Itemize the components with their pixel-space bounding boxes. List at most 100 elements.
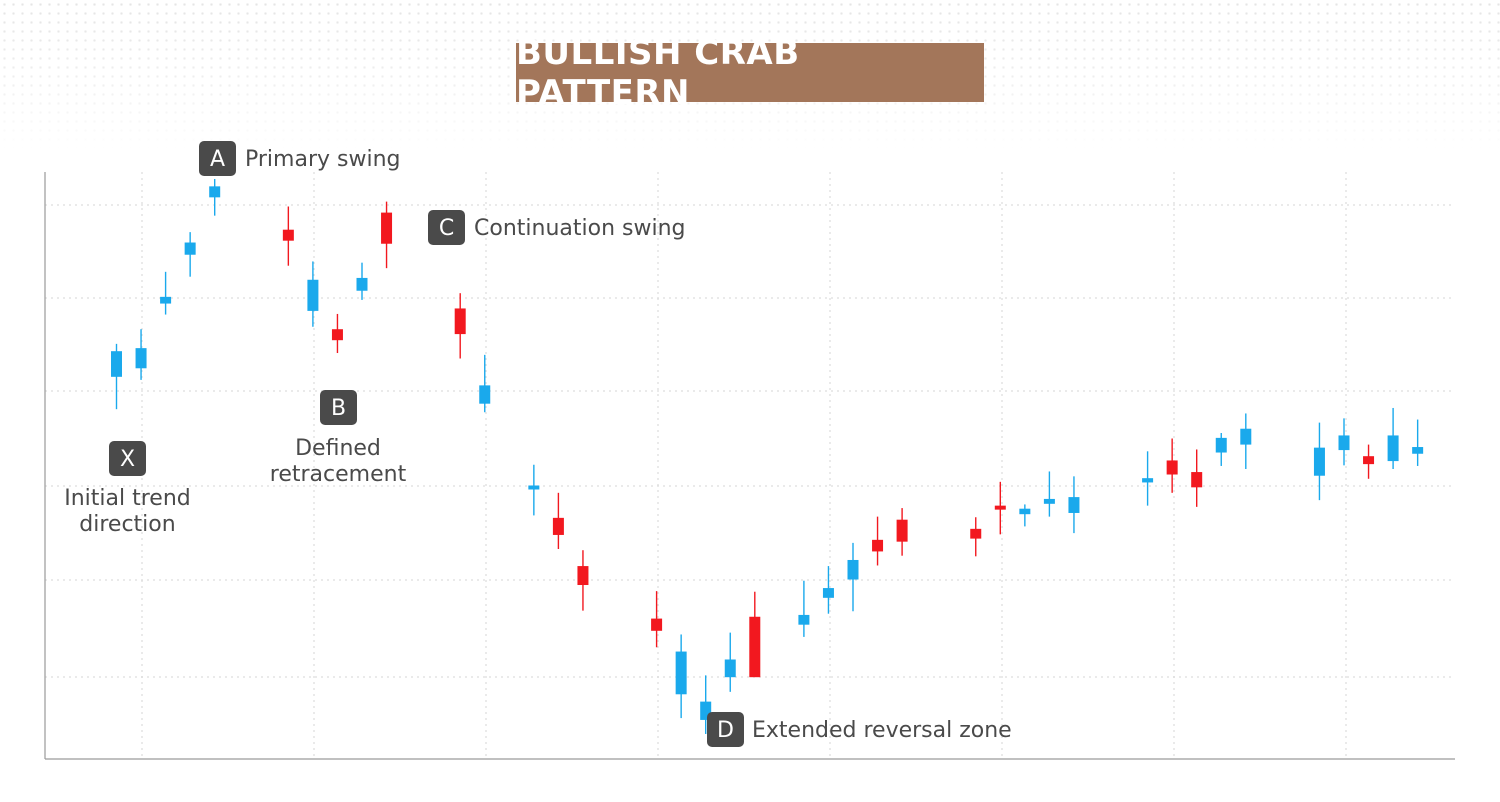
candle-bullish xyxy=(1142,451,1154,506)
candle-bearish xyxy=(872,516,884,566)
candle-body xyxy=(872,539,884,552)
candle-bullish xyxy=(1019,504,1031,527)
candle-body xyxy=(209,186,221,198)
label-c-badge xyxy=(428,210,465,245)
label-x: X Initial trend direction xyxy=(64,441,191,537)
candle-bullish xyxy=(160,271,172,315)
candle-body xyxy=(1387,435,1399,462)
candle-bearish xyxy=(454,293,466,359)
label-a-badge xyxy=(199,141,236,176)
candle-bearish xyxy=(896,508,908,556)
candle-bearish xyxy=(1166,438,1178,493)
label-x-letter: X xyxy=(120,447,135,472)
label-b-badge xyxy=(320,390,357,425)
candle-body xyxy=(184,242,196,255)
candle-body xyxy=(528,485,540,490)
label-b-line2: retracement xyxy=(270,462,407,487)
candle-body xyxy=(749,616,761,678)
label-d-letter: D xyxy=(717,718,734,743)
candle-body xyxy=(356,277,368,291)
candle-body xyxy=(970,528,982,539)
candle-bullish xyxy=(356,262,368,300)
candle-bullish xyxy=(798,580,810,637)
label-c-letter: C xyxy=(439,216,454,241)
candle-body xyxy=(1043,498,1055,504)
candle-body xyxy=(822,588,834,598)
candle-bullish xyxy=(724,632,736,692)
candle-body xyxy=(1412,447,1424,454)
label-b: B Defined retracement xyxy=(270,390,407,487)
candle-bullish xyxy=(675,634,687,719)
label-d-badge xyxy=(707,712,744,747)
candle-body xyxy=(847,559,859,580)
label-c: C Continuation swing xyxy=(428,210,685,245)
candle-bullish xyxy=(307,261,319,327)
candle-body xyxy=(577,566,589,586)
candle-body xyxy=(160,296,172,304)
candle-bullish xyxy=(1215,432,1227,466)
label-d: D Extended reversal zone xyxy=(707,712,1012,747)
label-x-line2: direction xyxy=(79,512,175,537)
candle-body xyxy=(307,279,319,311)
candle-bullish xyxy=(1240,413,1252,470)
candle-bullish xyxy=(1043,471,1055,517)
candle-body xyxy=(479,385,491,404)
candle-body xyxy=(675,651,687,695)
candle-body xyxy=(798,614,810,625)
candle-bullish xyxy=(528,464,540,516)
candle-bullish xyxy=(1387,407,1399,470)
candle-bullish xyxy=(209,179,221,216)
candle-bearish xyxy=(577,550,589,611)
candle-bullish xyxy=(1068,476,1080,534)
label-c-text: Continuation swing xyxy=(474,216,685,241)
grid xyxy=(45,172,1455,759)
label-a-letter: A xyxy=(210,147,225,172)
candle-body xyxy=(1313,447,1325,476)
candle-body xyxy=(1142,478,1154,483)
candle-body xyxy=(454,308,466,335)
candle-bullish xyxy=(822,566,834,614)
candle-bullish xyxy=(479,354,491,413)
candle-bearish xyxy=(749,591,761,678)
candle-body xyxy=(282,229,294,241)
candle-bullish xyxy=(184,232,196,277)
candle-body xyxy=(331,329,343,341)
candle-bullish xyxy=(1338,418,1350,466)
candle-body xyxy=(1166,460,1178,475)
label-d-text: Extended reversal zone xyxy=(752,718,1012,743)
candle-bearish xyxy=(1191,449,1203,507)
candle-body xyxy=(111,351,122,377)
candle-body xyxy=(1215,437,1227,453)
chart-title: BULLISH CRAB PATTERN xyxy=(516,33,984,113)
candle-bullish xyxy=(700,675,712,734)
candle-bearish xyxy=(970,517,982,557)
candle-body xyxy=(552,517,564,535)
candle-bullish xyxy=(1412,419,1424,466)
candle-body xyxy=(381,212,393,244)
candle-bearish xyxy=(651,591,663,648)
label-a: A Primary swing xyxy=(199,141,400,176)
candle-body xyxy=(1338,435,1350,451)
candle-body xyxy=(724,659,736,678)
candle-bearish xyxy=(282,206,294,266)
candle-bullish xyxy=(111,343,122,410)
candle-body xyxy=(994,505,1006,510)
candle-bearish xyxy=(331,313,343,354)
candle-bearish xyxy=(1363,444,1375,479)
candle-body xyxy=(135,348,147,369)
label-a-text: Primary swing xyxy=(245,147,400,172)
candle-bearish xyxy=(552,492,564,549)
candle-bearish xyxy=(381,201,393,269)
label-b-line1: Defined xyxy=(295,436,381,461)
label-x-badge xyxy=(109,441,146,476)
candle-body xyxy=(1068,497,1080,513)
candle-body xyxy=(700,701,712,720)
candle-bullish xyxy=(1313,422,1325,501)
candle-body xyxy=(1240,428,1252,445)
candle-body xyxy=(1363,456,1375,465)
label-x-line1: Initial trend xyxy=(64,486,191,511)
candle-bullish xyxy=(847,542,859,612)
candle-body xyxy=(1019,508,1031,515)
candle-bearish xyxy=(994,481,1006,535)
